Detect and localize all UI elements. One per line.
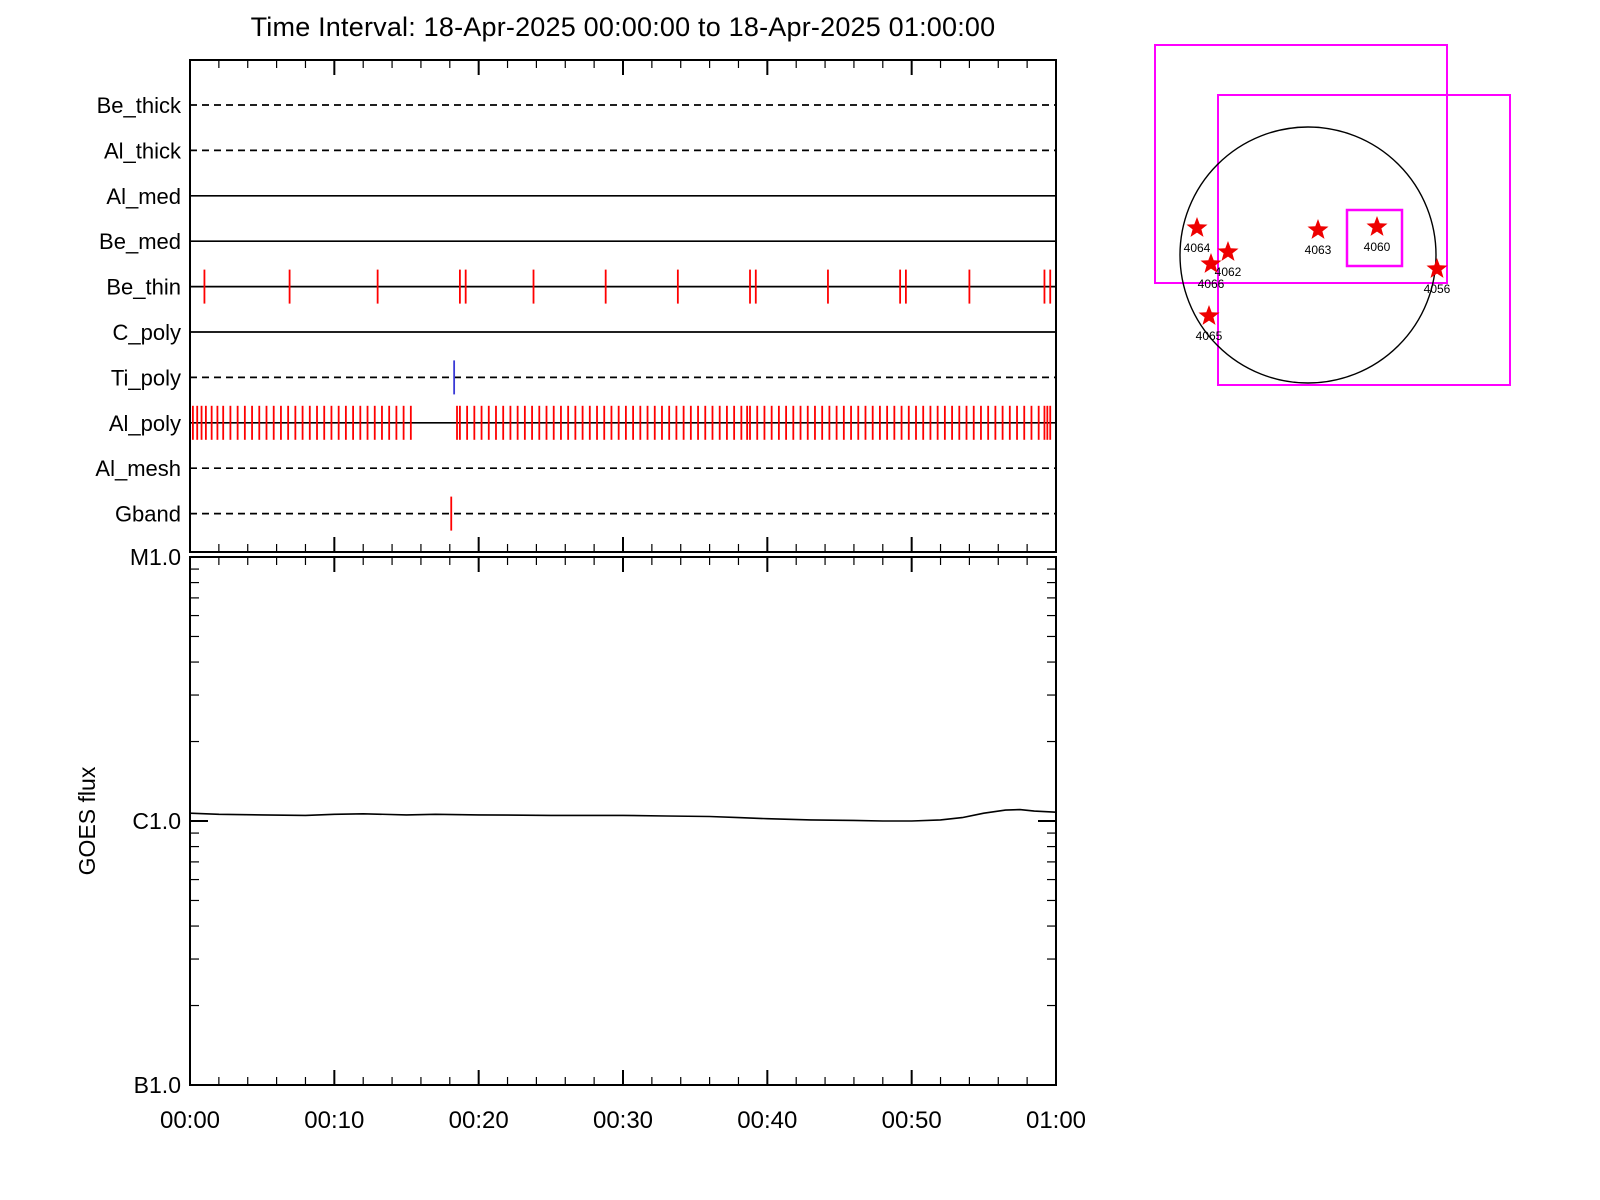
active-region-label: 4056 <box>1424 282 1451 296</box>
filter-row-label: C_poly <box>113 320 181 345</box>
filter-row-label: Be_thick <box>97 93 182 118</box>
filter-row-be_thin: Be_thin <box>106 269 1056 304</box>
filter-row-al_med: Al_med <box>106 184 1056 209</box>
timeline-frame <box>189 59 1057 553</box>
active-region-star <box>1186 217 1208 237</box>
goes-flux-curve <box>189 808 1057 822</box>
active-region-label: 4064 <box>1184 241 1211 255</box>
y-axis-tick-label: M1.0 <box>130 544 181 570</box>
y-axis-tick-label: B1.0 <box>134 1072 181 1098</box>
active-region-star <box>1426 258 1448 278</box>
filter-row-gband: Gband <box>115 496 1056 531</box>
page-title: Time Interval: 18-Apr-2025 00:00:00 to 1… <box>250 12 996 42</box>
filter-row-label: Be_med <box>99 229 181 254</box>
filter-row-be_thick: Be_thick <box>97 93 1056 118</box>
goes-flux-panel: 00:00 00:10 00:20 00:30 00:40 00:50 01:00 M1.0 C… <box>74 544 1086 1134</box>
active-region-star <box>1307 219 1329 239</box>
target-box <box>1345 208 1404 268</box>
x-axis-tick-label: 00:00 <box>160 1107 220 1134</box>
active-region-label: 4063 <box>1305 243 1332 257</box>
filter-row-be_med: Be_med <box>99 229 1056 254</box>
filter-row-label: Gband <box>115 502 181 527</box>
x-axis-tick-label: 00:10 <box>304 1107 364 1134</box>
filter-row-label: Al_mesh <box>95 456 181 481</box>
y-axis-tick-label: C1.0 <box>132 808 181 834</box>
filter-timeline-panel: Be_thick Al_thick Al_med Be_med Be_thin C_pol… <box>95 59 1057 553</box>
filter-row-al_mesh: Al_mesh <box>95 456 1056 481</box>
filter-row-al_poly: Al_poly <box>109 405 1056 440</box>
active-region-label: 4065 <box>1196 329 1223 343</box>
filter-row-label: Ti_poly <box>111 365 181 390</box>
filter-row-label: Al_med <box>106 184 181 209</box>
fov-box <box>1217 94 1511 386</box>
x-axis-tick-label: 00:30 <box>593 1107 653 1134</box>
active-region-star <box>1200 253 1222 273</box>
active-region-label: 4062 <box>1215 265 1242 279</box>
filter-row-label: Be_thin <box>106 275 181 300</box>
filter-row-al_thick: Al_thick <box>104 138 1056 163</box>
filter-row-ti_poly: Ti_poly <box>111 360 1056 395</box>
active-region-star <box>1217 241 1239 261</box>
x-axis-tick-label: 00:50 <box>882 1107 942 1134</box>
filter-row-label: Al_thick <box>104 138 182 163</box>
active-region-label: 4066 <box>1198 277 1225 291</box>
x-axis-tick-label: 00:40 <box>737 1107 797 1134</box>
filter-row-label: Al_poly <box>109 411 181 436</box>
solar-limb-circle <box>1179 126 1437 384</box>
active-region-star <box>1366 216 1388 236</box>
fov-box <box>1154 44 1448 284</box>
filter-row-c_poly: C_poly <box>113 320 1056 345</box>
y-axis-title: GOES flux <box>74 766 100 875</box>
x-axis-tick-label: 01:00 <box>1026 1107 1086 1134</box>
active-region-star <box>1198 305 1220 325</box>
x-axis-tick-label: 00:20 <box>449 1107 509 1134</box>
active-region-label: 4060 <box>1364 240 1391 254</box>
